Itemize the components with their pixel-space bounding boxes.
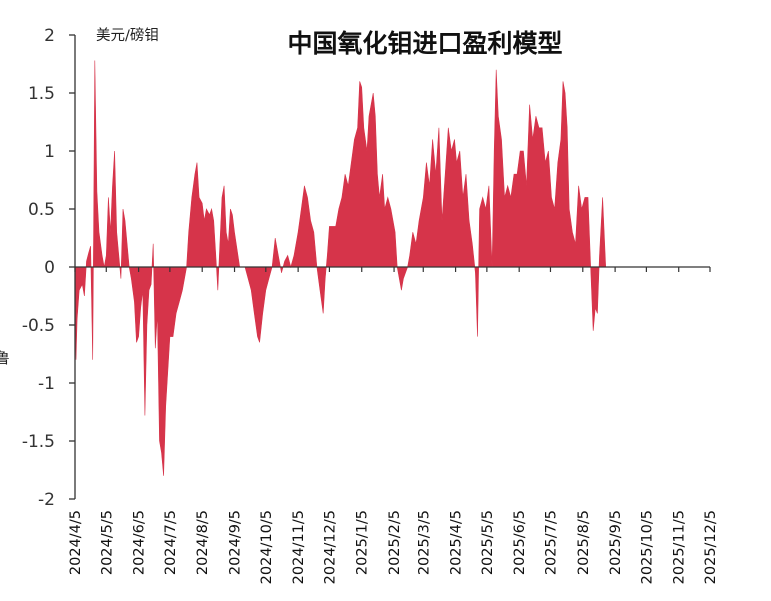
x-tick-label: 2025/7/5 xyxy=(544,510,560,575)
x-tick-label: 2025/8/5 xyxy=(576,510,592,575)
y-tick-label: 2 xyxy=(44,26,55,46)
y-tick-label: 0.5 xyxy=(28,200,55,220)
x-tick-label: 2025/12/5 xyxy=(703,510,719,584)
x-tick-label: 2024/8/5 xyxy=(195,510,211,575)
x-tick-label: 2025/9/5 xyxy=(608,510,624,575)
x-tick-label: 2024/11/5 xyxy=(291,510,307,584)
x-tick-label: 2025/1/5 xyxy=(355,510,371,575)
x-tick-label: 2025/10/5 xyxy=(639,510,655,584)
y-axis: 2 1.5 1 0.5 0 -0.5 -1 -1.5 -2 xyxy=(22,26,76,510)
y-tick-label: 1 xyxy=(44,142,55,162)
y-tick-label: -1 xyxy=(38,374,55,394)
y-axis-unit-label: 美元/磅钼 xyxy=(96,27,159,44)
y-tick-label: 0 xyxy=(44,258,55,278)
y-tick-label: -2 xyxy=(38,490,55,510)
x-tick-label: 2024/9/5 xyxy=(228,510,244,575)
x-tick-label: 2024/12/5 xyxy=(322,510,338,584)
side-label: 吕鲁 xyxy=(0,349,10,367)
x-tick-label: 2025/5/5 xyxy=(480,510,496,575)
x-tick-label: 2025/11/5 xyxy=(672,510,688,584)
x-tick-label: 2024/4/5 xyxy=(68,510,84,575)
x-tick-label: 2024/6/5 xyxy=(132,510,148,575)
y-tick-label: -1.5 xyxy=(22,432,55,452)
x-tick-label: 2025/2/5 xyxy=(387,510,403,575)
y-tick-label: 1.5 xyxy=(28,84,55,104)
x-tick-label: 2024/5/5 xyxy=(99,510,115,575)
x-tick-label: 2024/10/5 xyxy=(259,510,275,584)
area-series-0 xyxy=(74,60,621,476)
chart-title: 中国氧化钼进口盈利模型 xyxy=(287,29,562,58)
x-axis: 2024/4/5 2024/5/5 2024/6/5 2024/7/5 2024/8/5… xyxy=(68,266,719,584)
x-tick-label: 2025/4/5 xyxy=(449,510,465,575)
x-tick-label: 2024/7/5 xyxy=(163,510,179,575)
plot-area xyxy=(74,60,621,476)
y-tick-label: -0.5 xyxy=(22,316,55,336)
x-tick-label: 2025/3/5 xyxy=(416,510,432,575)
x-tick-label: 2025/6/5 xyxy=(512,510,528,575)
